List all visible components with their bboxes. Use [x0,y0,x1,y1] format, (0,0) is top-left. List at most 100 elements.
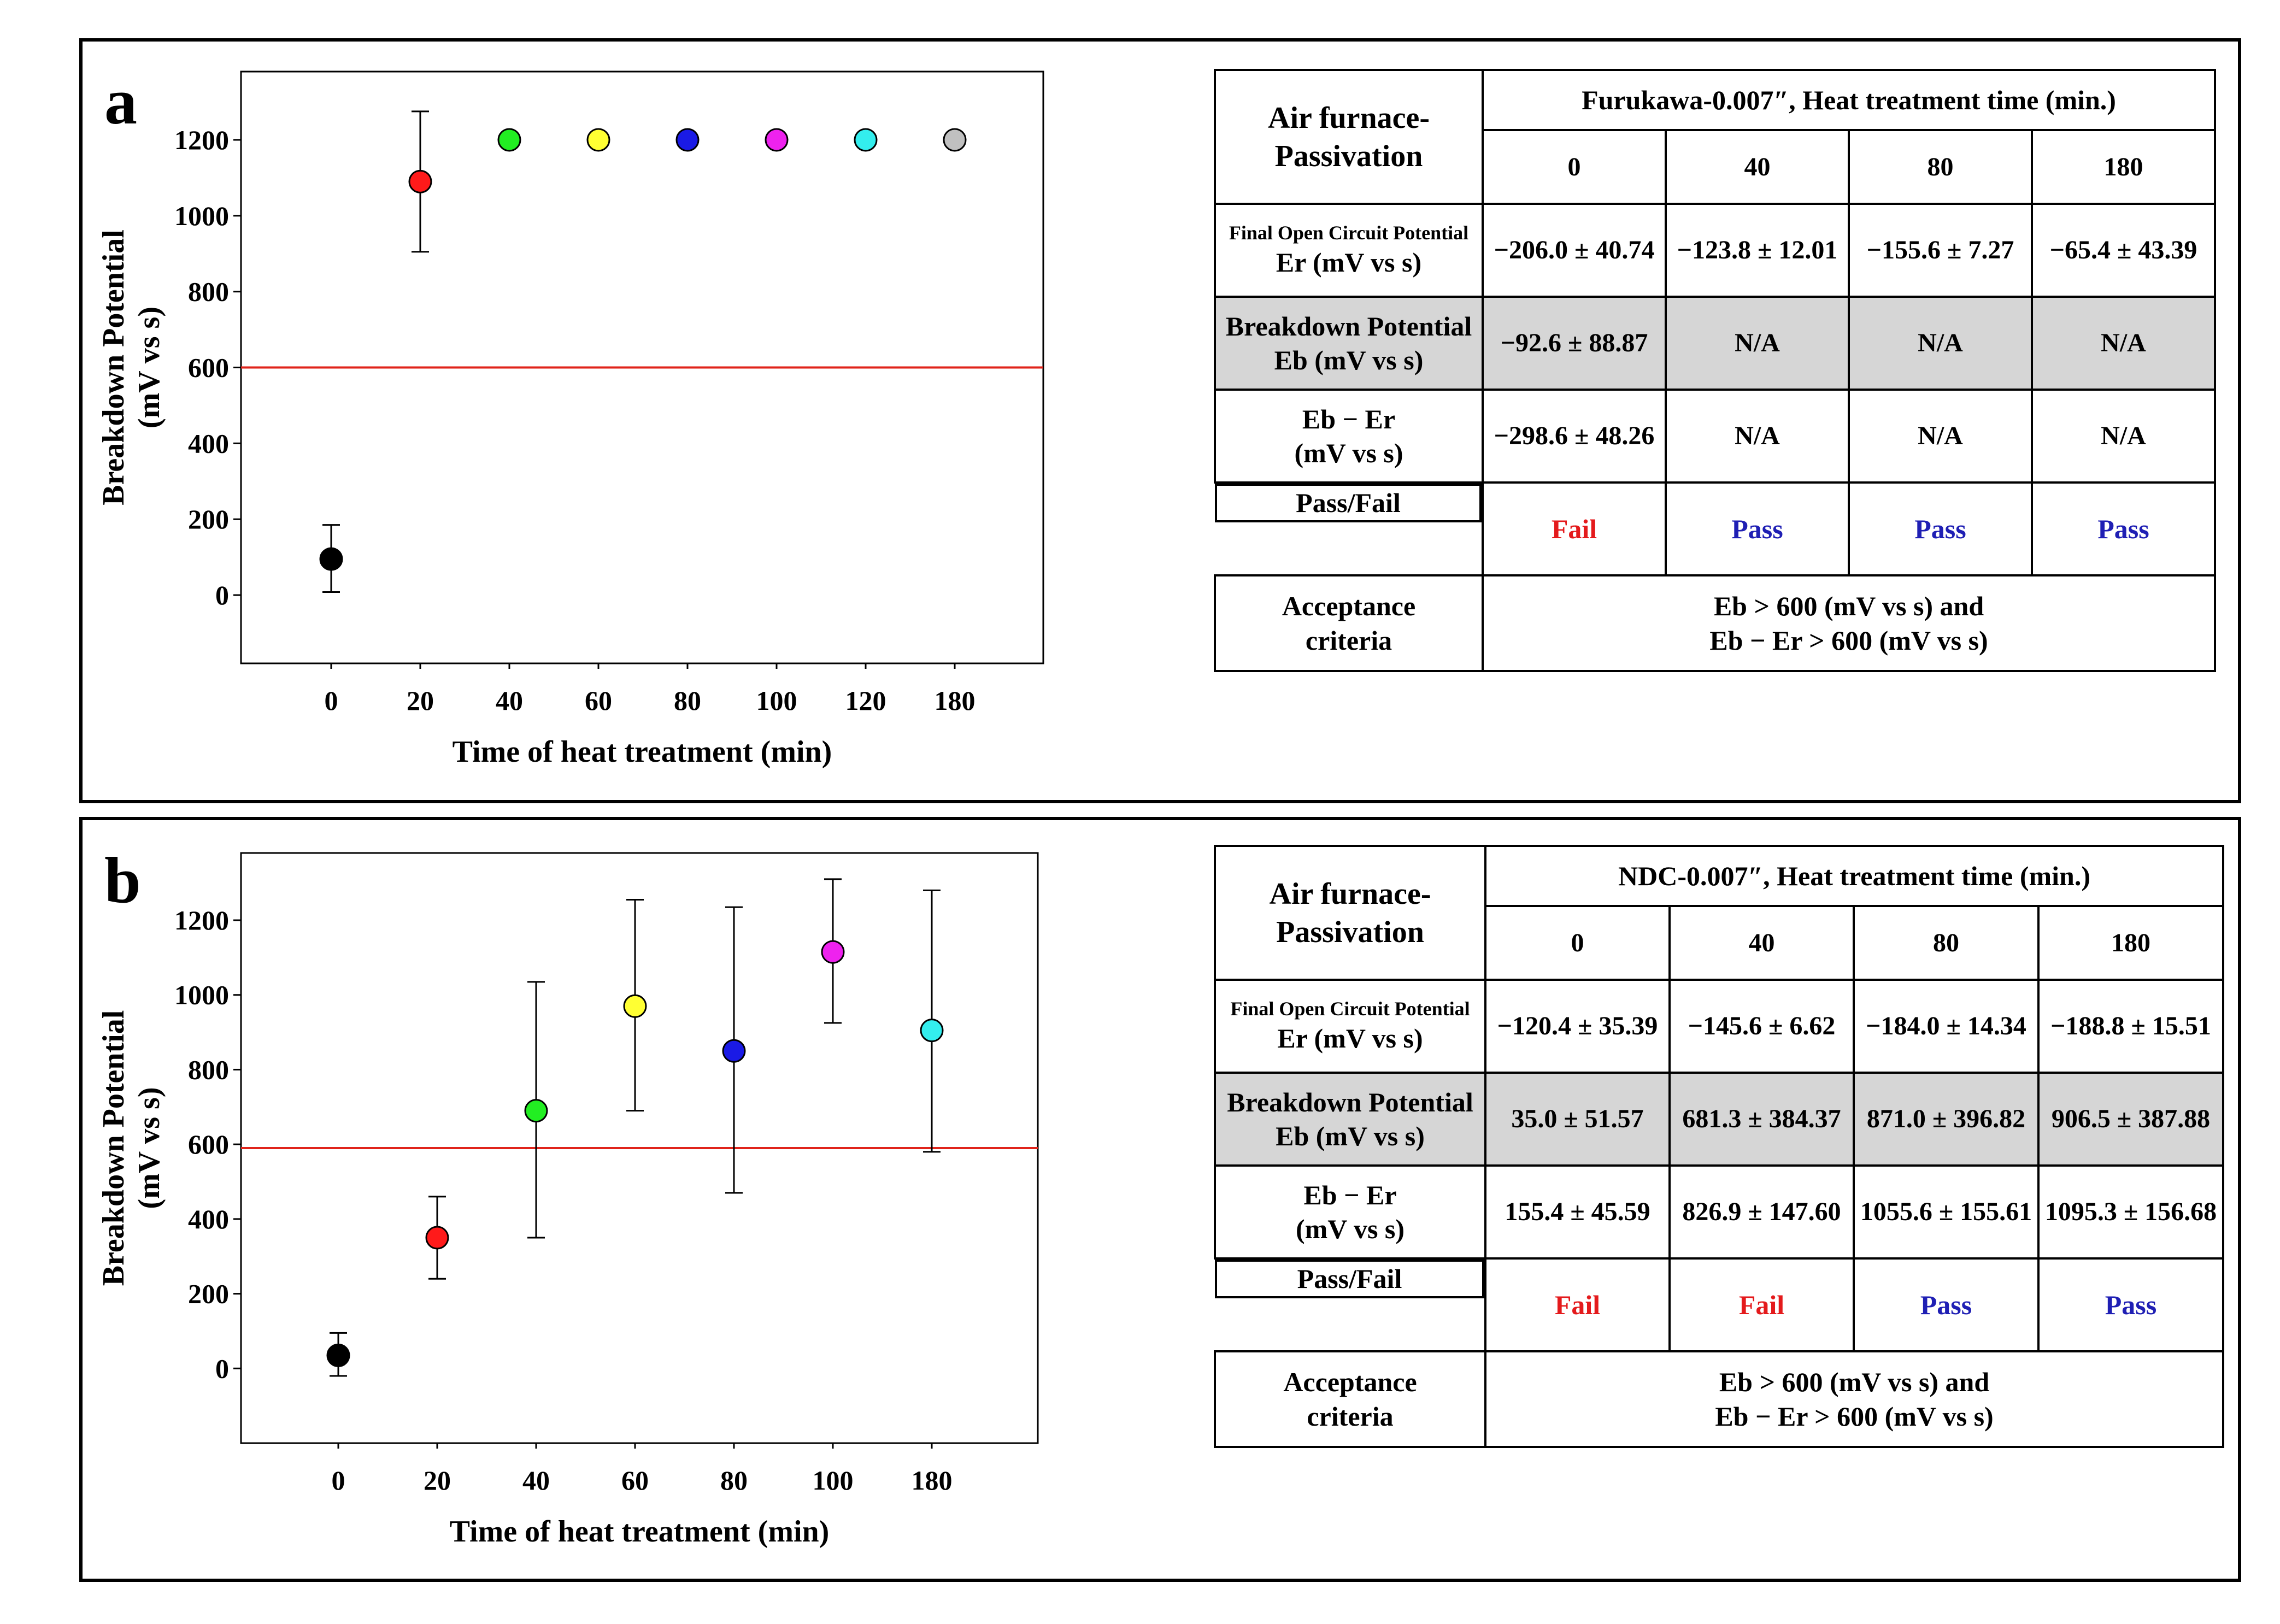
table-b-cell: 681.3 ± 384.37 [1668,1072,1855,1167]
x-axis-title: Time of heat treatment (min) [453,735,832,769]
table-a-col-0: 0 [1482,129,1667,205]
data-point [524,1099,548,1123]
data-point [765,128,789,152]
y-tick-label: 400 [188,1204,229,1234]
table-b-result: Fail [1668,1257,1855,1352]
table-a-cell: N/A [1848,296,2033,391]
y-axis-title-line1: Breakdown Potential [97,230,131,505]
table-a-row-eb-label: Breakdown Potential Eb (mV vs s) [1214,296,1484,391]
table-a-title: Furukawa-0.007″, Heat treatment time (mi… [1481,69,2217,131]
table-a-col-40: 40 [1665,129,1850,205]
table-a-cell: −206.0 ± 40.74 [1482,203,1667,298]
y-tick-label: 400 [188,428,229,458]
y-tick-label: 600 [188,352,229,383]
x-tick-label: 40 [522,1465,550,1496]
table-a: Air furnace- Passivation Furukawa-0.007″,… [1214,69,2217,672]
table-b-row-eb-label: Breakdown Potential Eb (mV vs s) [1214,1072,1486,1167]
table-b-cell: 906.5 ± 387.88 [2037,1072,2225,1167]
table-b-cell: 155.4 ± 45.59 [1484,1164,1671,1260]
chart-a: a 0 200 400 600 800 1000 1200 0 20 40 60 80 100 120 180… [97,65,1044,769]
panel-a: a 0 200 400 600 800 1000 1200 0 20 40 60 80 100 120 180… [79,38,2241,803]
table-a-corner-header: Air furnace- Passivation [1214,69,1484,205]
table-a-cell: N/A [2030,389,2217,484]
x-axis-title: Time of heat treatment (min) [450,1515,830,1549]
y-axis-title-line2: (mV vs s) [132,307,166,428]
table-b-col-180: 180 [2037,905,2225,981]
table-b: Air furnace- Passivation NDC-0.007″, Heat… [1214,845,2225,1448]
table-b-cell: −188.8 ± 15.51 [2037,979,2225,1074]
x-tick-label: 60 [585,685,612,716]
table-a-cell: −155.6 ± 7.27 [1848,203,2033,298]
data-point [623,994,647,1018]
table-b-title: NDC-0.007″, Heat treatment time (min.) [1484,845,2225,907]
table-a-cell: −298.6 ± 48.26 [1482,389,1667,484]
x-tick-label: 80 [674,685,701,716]
x-tick-label: 80 [720,1465,748,1496]
y-tick-label: 800 [188,1054,229,1085]
table-b-col-80: 80 [1853,905,2040,981]
table-b-row-passfail-label: Pass/Fail [1215,1260,1484,1298]
data-point [854,128,878,152]
table-b-col-0: 0 [1484,905,1671,981]
x-tick-label: 120 [845,685,886,716]
x-tick-label: 40 [496,685,523,716]
table-a-cell: −92.6 ± 88.87 [1482,296,1667,391]
data-point [497,128,521,152]
table-b-cell: 35.0 ± 51.57 [1484,1072,1671,1167]
table-a-cell: N/A [1665,389,1850,484]
table-b-result: Pass [2037,1257,2225,1352]
data-point [319,547,343,571]
data-point [586,128,610,152]
data-point [408,169,432,193]
y-tick-label: 1000 [174,980,229,1010]
table-a-result: Pass [1848,481,2033,576]
y-tick-label: 200 [188,504,229,534]
table-a-row-passfail-label: Pass/Fail [1215,484,1482,522]
table-a-cell: −65.4 ± 43.39 [2030,203,2217,298]
table-a-cell: N/A [1665,296,1850,391]
panel-label: a [104,65,137,138]
y-tick-label: 800 [188,276,229,307]
table-b-cell: −120.4 ± 35.39 [1484,979,1671,1074]
x-tick-label: 0 [332,1465,345,1496]
table-b-result: Fail [1484,1257,1671,1352]
table-b-cell: 1095.3 ± 156.68 [2037,1164,2225,1260]
x-tick-label: 180 [912,1465,953,1496]
table-a-row-er-label: Final Open Circuit Potential Er (mV vs s) [1214,203,1484,298]
table-b-row-criteria-label: Acceptance criteria [1214,1350,1486,1448]
table-b-cell: 871.0 ± 396.82 [1853,1072,2040,1167]
data-point [943,128,967,152]
y-tick-label: 600 [188,1129,229,1160]
table-a-row-criteria-label: Acceptance criteria [1214,574,1484,672]
table-b-row-er-label: Final Open Circuit Potential Er (mV vs s) [1214,979,1486,1074]
data-point [425,1226,449,1250]
x-tick-label: 100 [813,1465,854,1496]
data-point [326,1343,350,1367]
x-tick-label: 60 [621,1465,649,1496]
panel-label: b [104,844,141,916]
data-point [920,1019,944,1043]
y-tick-label: 1000 [174,201,229,231]
table-b-result: Pass [1853,1257,2040,1352]
table-b-corner-header: Air furnace- Passivation [1214,845,1486,981]
table-a-cell: −123.8 ± 12.01 [1665,203,1850,298]
y-tick-label: 0 [215,580,229,610]
table-b-cell: 1055.6 ± 155.61 [1853,1164,2040,1260]
table-a-cell: N/A [1848,389,2033,484]
y-tick-label: 1200 [174,905,229,935]
y-axis-title-line1: Breakdown Potential [97,1010,131,1286]
data-point [821,940,845,964]
x-tick-label: 20 [424,1465,451,1496]
table-b-cell: −184.0 ± 14.34 [1853,979,2040,1074]
y-tick-label: 1200 [174,125,229,155]
y-axis-title-line2: (mV vs s) [132,1087,166,1209]
table-a-result: Pass [2030,481,2217,576]
x-tick-label: 180 [935,685,976,716]
x-tick-label: 20 [407,685,434,716]
y-tick-label: 0 [215,1353,229,1384]
table-b-col-40: 40 [1668,905,1855,981]
chart-b: b 0 200 400 600 800 1000 1200 0 20 40 60 80 100 180 Tim… [97,844,1039,1549]
data-point [722,1039,746,1063]
table-b-cell: 826.9 ± 147.60 [1668,1164,1855,1260]
table-b-row-eb-er-label: Eb − Er (mV vs s) [1214,1164,1486,1260]
